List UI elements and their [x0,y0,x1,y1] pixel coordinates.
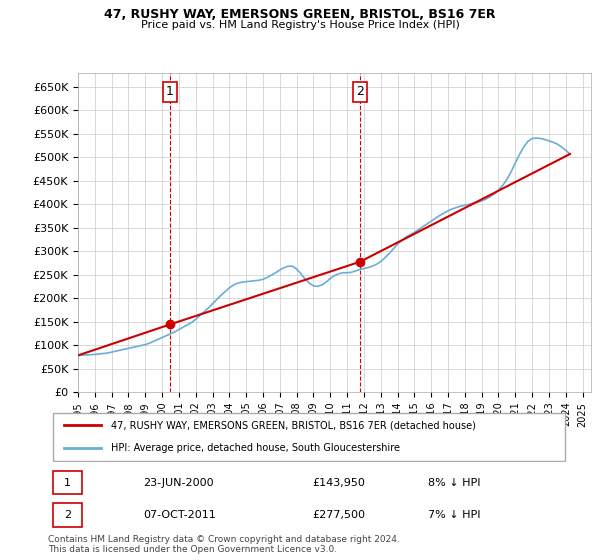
Text: 2: 2 [356,86,364,99]
Text: 1: 1 [166,86,174,99]
Text: Price paid vs. HM Land Registry's House Price Index (HPI): Price paid vs. HM Land Registry's House … [140,20,460,30]
Text: 47, RUSHY WAY, EMERSONS GREEN, BRISTOL, BS16 7ER (detached house): 47, RUSHY WAY, EMERSONS GREEN, BRISTOL, … [112,420,476,430]
FancyBboxPatch shape [53,472,82,494]
Text: 1: 1 [64,478,71,488]
FancyBboxPatch shape [53,413,565,461]
Text: £143,950: £143,950 [312,478,365,488]
Text: 47, RUSHY WAY, EMERSONS GREEN, BRISTOL, BS16 7ER: 47, RUSHY WAY, EMERSONS GREEN, BRISTOL, … [104,8,496,21]
FancyBboxPatch shape [53,503,82,526]
Text: £277,500: £277,500 [312,510,365,520]
Text: 2: 2 [64,510,71,520]
Text: 7% ↓ HPI: 7% ↓ HPI [428,510,481,520]
Text: 07-OCT-2011: 07-OCT-2011 [143,510,216,520]
Text: Contains HM Land Registry data © Crown copyright and database right 2024.
This d: Contains HM Land Registry data © Crown c… [48,535,400,554]
Text: 8% ↓ HPI: 8% ↓ HPI [428,478,481,488]
Text: HPI: Average price, detached house, South Gloucestershire: HPI: Average price, detached house, Sout… [112,444,400,454]
Text: 23-JUN-2000: 23-JUN-2000 [143,478,214,488]
